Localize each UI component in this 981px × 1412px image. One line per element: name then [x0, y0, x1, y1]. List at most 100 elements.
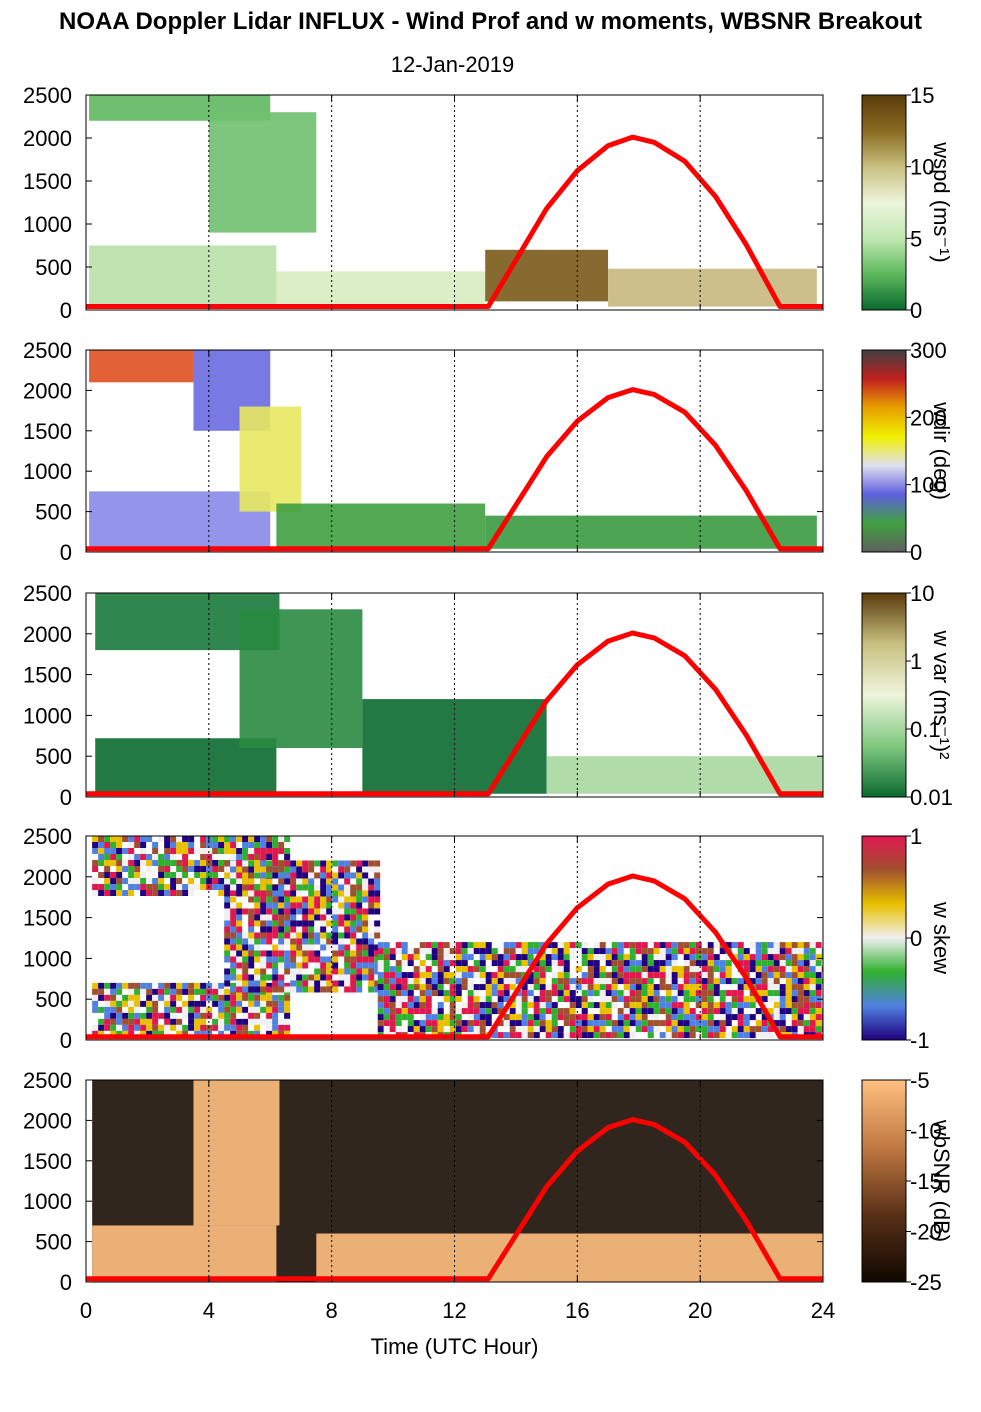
data-cell [533, 942, 540, 949]
data-cell [665, 948, 672, 955]
data-cell [503, 1014, 510, 1021]
data-cell [218, 1024, 225, 1031]
data-cell [212, 994, 219, 1001]
data-cell [332, 914, 339, 921]
data-cell [296, 962, 303, 969]
data-cell [356, 884, 363, 891]
data-cell [290, 908, 297, 915]
data-cell [314, 980, 321, 987]
data-cell [755, 948, 762, 955]
data-cell [146, 1024, 153, 1031]
data-cell [683, 1026, 690, 1033]
data-cell [383, 1020, 390, 1027]
data-cell [164, 836, 171, 842]
data-cell [170, 872, 177, 878]
data-cell [314, 932, 321, 939]
data-cell [665, 1026, 672, 1033]
data-cell [701, 966, 708, 973]
data-cell [302, 866, 309, 873]
data-cell [539, 1020, 546, 1027]
data-cell [683, 972, 690, 979]
data-cell [332, 920, 339, 927]
overlay-curve [86, 1117, 823, 1282]
data-cell [272, 980, 279, 987]
data-cell [230, 914, 237, 921]
data-cell [527, 990, 534, 997]
data-cell [785, 1026, 792, 1033]
data-cell [104, 1018, 111, 1025]
data-cell [230, 962, 237, 969]
data-cell [272, 1018, 279, 1025]
data-cell [377, 966, 384, 973]
data-cell [581, 960, 588, 967]
data-cell [344, 950, 351, 957]
data-cell [611, 990, 618, 997]
overlay-curve [86, 134, 823, 310]
x-tick-label: 20 [688, 1298, 712, 1323]
data-cell [272, 860, 279, 866]
data-cell [563, 990, 570, 997]
data-cell [320, 944, 327, 951]
data-cell [224, 980, 231, 987]
data-cell [170, 994, 177, 1001]
data-cell [611, 978, 618, 985]
data-cell [689, 942, 696, 949]
data-cell [230, 920, 237, 927]
data-cell [611, 954, 618, 961]
data-cell [236, 968, 243, 975]
data-cell [368, 968, 375, 975]
colorbar-label: wdir (deg) [929, 401, 954, 500]
data-cell [533, 1026, 540, 1033]
data-cell [455, 972, 462, 979]
data-cell [557, 1008, 564, 1015]
data-cell [164, 1024, 171, 1031]
data-cell [122, 1030, 129, 1037]
data-cell [356, 962, 363, 969]
data-cell [617, 1020, 624, 1027]
data-cell [779, 960, 786, 967]
data-cell [401, 996, 408, 1003]
data-cell [248, 866, 255, 872]
data-cell [467, 996, 474, 1003]
data-cell [110, 1006, 117, 1013]
data-cell [104, 848, 111, 854]
data-cell [278, 938, 285, 945]
data-cell [356, 902, 363, 909]
data-cell [689, 1026, 696, 1033]
data-cell [545, 1008, 552, 1015]
data-cell [575, 942, 582, 949]
data-cell [218, 836, 225, 842]
data-cell [326, 956, 333, 963]
data-cell [449, 1008, 456, 1015]
data-cell [389, 978, 396, 985]
data-cell [188, 994, 195, 1001]
data-cell [200, 994, 207, 1001]
data-cell [254, 1018, 261, 1025]
data-cell [437, 942, 444, 949]
data-cell [797, 1014, 804, 1021]
data-cell [761, 1032, 768, 1039]
data-cell [236, 866, 243, 873]
data-cell [218, 1030, 225, 1037]
data-cell [236, 920, 243, 927]
data-cell [809, 984, 816, 991]
data-cell [308, 914, 315, 921]
data-cell [206, 872, 213, 878]
data-cell [158, 1012, 165, 1019]
data-cell [419, 990, 426, 997]
data-cell [755, 960, 762, 967]
data-cell [254, 1006, 261, 1013]
data-cell [731, 996, 738, 1003]
data-cell [278, 980, 285, 987]
data-cell [236, 926, 243, 933]
data-cell [797, 966, 804, 973]
data-cell [545, 1026, 552, 1033]
data-cell [773, 1020, 780, 1027]
data-cell [701, 990, 708, 997]
data-cell [224, 860, 231, 867]
data-cell [635, 990, 642, 997]
data-cell [356, 980, 363, 987]
data-cell [224, 896, 231, 903]
data-cell [254, 994, 261, 1001]
